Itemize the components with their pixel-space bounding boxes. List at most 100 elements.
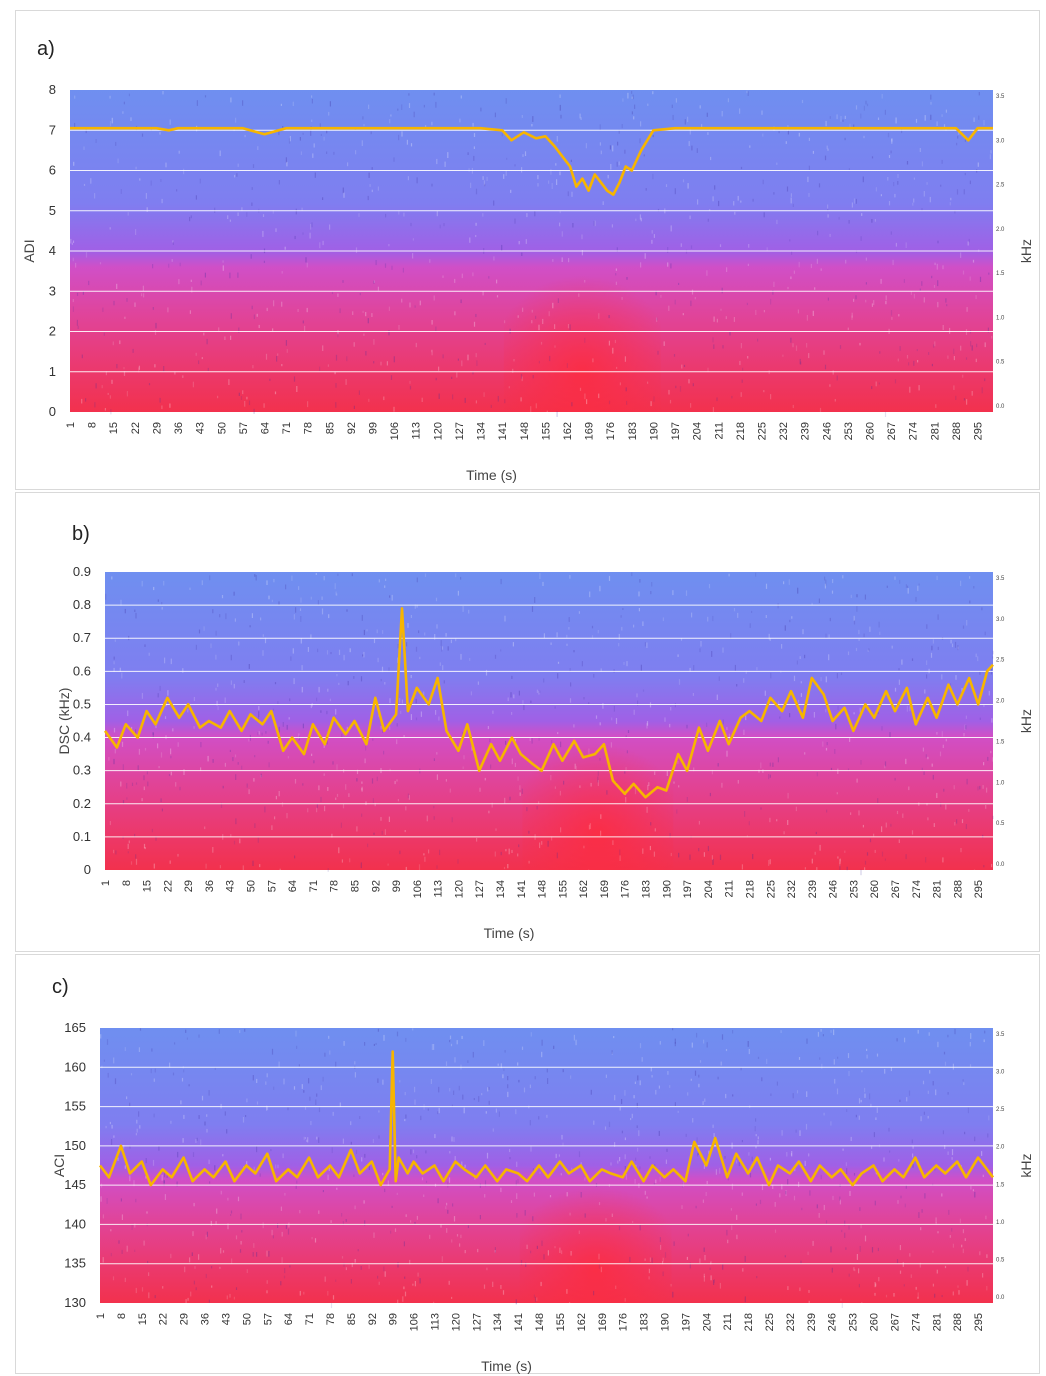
y-tick-label: 0.8 — [73, 597, 91, 612]
y-tick-label: 0.7 — [73, 630, 91, 645]
x-tick-label: 190 — [661, 880, 673, 898]
x-tick-label: 260 — [865, 422, 877, 440]
x-tick-label: 260 — [869, 880, 881, 898]
right-tick-label: 0.5 — [996, 360, 1005, 366]
right-tick-label: 3.5 — [996, 576, 1005, 582]
x-tick-label: 281 — [931, 1313, 943, 1331]
x-tick-label: 288 — [952, 1313, 964, 1331]
x-tick-label: 113 — [411, 422, 423, 440]
series-line — [98, 1050, 995, 1187]
x-tick-label: 232 — [778, 422, 790, 440]
x-tick-label: 295 — [973, 422, 985, 440]
x-tick-label: 239 — [807, 880, 819, 898]
right-tick-label: 1.5 — [996, 739, 1005, 745]
x-tick-label: 127 — [454, 422, 466, 440]
x-tick-label: 141 — [516, 880, 528, 898]
x-tick-label: 99 — [388, 1313, 400, 1325]
x-tick-label: 50 — [241, 1313, 253, 1325]
x-tick-label: 57 — [262, 1313, 274, 1325]
x-tick-label: 78 — [325, 1313, 337, 1325]
x-tick-label: 106 — [409, 1313, 421, 1331]
x-tick-label: 57 — [238, 422, 250, 434]
right-tick-label: 3.5 — [996, 1032, 1005, 1038]
y-tick-label: 2 — [49, 324, 56, 339]
x-tick-label: 183 — [639, 1313, 651, 1331]
right-tick-label: 0.0 — [996, 862, 1005, 868]
x-tick-label: 169 — [599, 880, 611, 898]
y-tick-label: 165 — [64, 1020, 86, 1035]
x-tick-label: 148 — [519, 422, 531, 440]
right-tick-label: 1.0 — [996, 1220, 1005, 1226]
right-tick-label: 1.5 — [996, 1182, 1005, 1188]
x-tick-label: 176 — [620, 880, 632, 898]
x-tick-label: 204 — [701, 1313, 713, 1331]
x-tick-label: 225 — [765, 880, 777, 898]
right-axis-label: kHz — [1018, 1153, 1034, 1177]
y-tick-label: 0.2 — [73, 796, 91, 811]
right-tick-label: 1.0 — [996, 780, 1005, 786]
right-tick-label: 2.5 — [996, 183, 1005, 189]
x-tick-label: 183 — [627, 422, 639, 440]
y-tick-label: 0 — [84, 862, 91, 877]
x-tick-label: 267 — [889, 1313, 901, 1331]
right-tick-label: 3.0 — [996, 617, 1005, 623]
x-tick-label: 225 — [764, 1313, 776, 1331]
x-tick-label: 197 — [680, 1313, 692, 1331]
right-tick-label: 3.0 — [996, 138, 1005, 144]
x-tick-label: 246 — [828, 880, 840, 898]
spectrogram-energy — [519, 1165, 672, 1303]
x-tick-label: 71 — [308, 880, 320, 892]
x-tick-label: 99 — [368, 422, 380, 434]
x-tick-label: 29 — [179, 1313, 191, 1325]
x-tick-label: 169 — [597, 1313, 609, 1331]
right-axis-label: kHz — [1018, 239, 1034, 263]
x-tick-label: 1 — [95, 1313, 107, 1319]
x-tick-label: 78 — [303, 422, 315, 434]
x-axis-label: Time (s) — [481, 1358, 532, 1374]
x-tick-label: 71 — [281, 422, 293, 434]
x-tick-label: 162 — [576, 1313, 588, 1331]
right-tick-label: 1.0 — [996, 315, 1005, 321]
x-tick-label: 85 — [349, 880, 361, 892]
y-axis-label: ADI — [21, 239, 37, 262]
x-tick-label: 267 — [890, 880, 902, 898]
y-tick-label: 0 — [49, 404, 56, 419]
x-tick-label: 92 — [367, 1313, 379, 1325]
right-tick-label: 2.0 — [996, 699, 1005, 705]
x-tick-label: 211 — [713, 422, 725, 440]
y-tick-label: 140 — [64, 1216, 86, 1231]
x-tick-label: 274 — [910, 1313, 922, 1331]
x-tick-label: 211 — [722, 1313, 734, 1331]
x-tick-label: 113 — [430, 1313, 442, 1331]
y-tick-label: 0.5 — [73, 696, 91, 711]
x-tick-label: 120 — [450, 1313, 462, 1331]
x-tick-label: 288 — [951, 422, 963, 440]
series-line — [70, 126, 993, 196]
panel-label: a) — [37, 38, 55, 60]
series-line — [103, 607, 994, 799]
x-tick-label: 260 — [869, 1313, 881, 1331]
x-tick-label: 176 — [605, 422, 617, 440]
x-tick-label: 190 — [659, 1313, 671, 1331]
y-tick-label: 6 — [49, 163, 56, 178]
x-tick-label: 204 — [703, 880, 715, 898]
x-tick-label: 253 — [848, 1313, 860, 1331]
x-tick-label: 85 — [324, 422, 336, 434]
x-tick-label: 22 — [130, 422, 142, 434]
x-tick-label: 288 — [952, 880, 964, 898]
x-tick-label: 50 — [246, 880, 258, 892]
y-tick-label: 160 — [64, 1059, 86, 1074]
x-tick-label: 36 — [204, 880, 216, 892]
x-tick-label: 141 — [513, 1313, 525, 1331]
x-tick-label: 134 — [495, 880, 507, 898]
x-tick-label: 281 — [929, 422, 941, 440]
x-tick-label: 232 — [785, 1313, 797, 1331]
y-tick-label: 7 — [49, 122, 56, 137]
y-tick-label: 5 — [49, 203, 56, 218]
x-tick-label: 50 — [216, 422, 228, 434]
chart-panel-2: 0 0.1 0.2 0.3 0.4 0.5 0.6 0.7 0.8 0.9 0.0 0.5 1.0 1.5… — [56, 523, 1034, 941]
y-tick-label: 4 — [49, 243, 56, 258]
x-tick-label: 99 — [391, 880, 403, 892]
spectrogram-texture — [70, 90, 993, 417]
